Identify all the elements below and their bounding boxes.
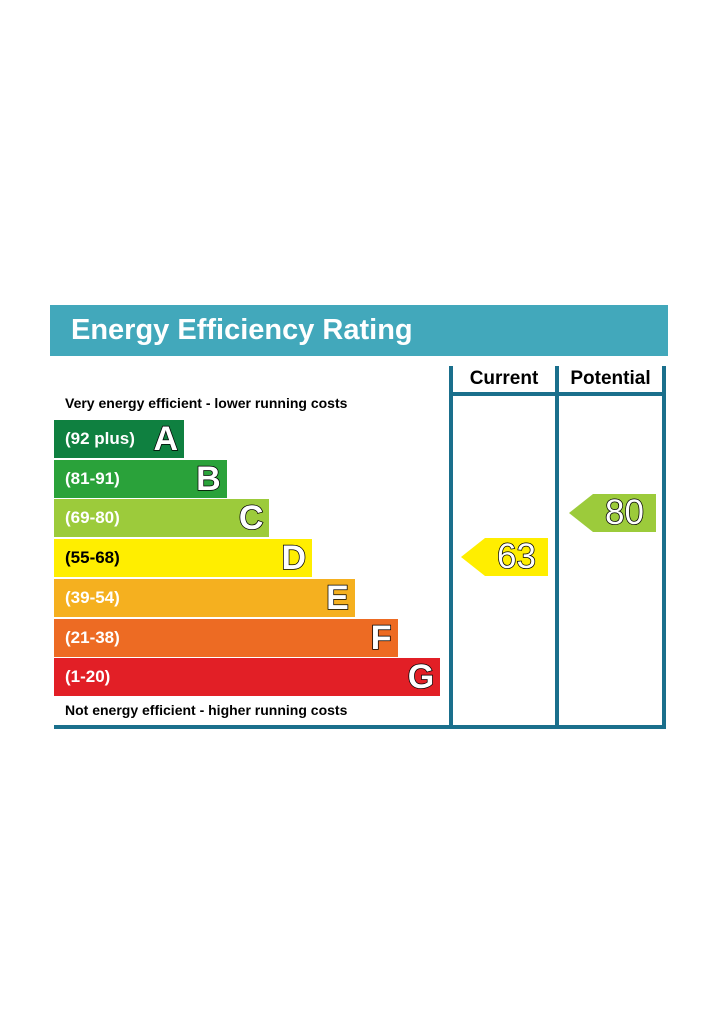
rating-band-f: (21-38) F	[54, 618, 398, 658]
rating-band-c: (69-80) C	[54, 499, 270, 539]
rating-band-d: (55-68) D	[54, 538, 313, 578]
frame-line	[54, 725, 666, 729]
arrow-shape	[569, 494, 656, 533]
rating-band-g: (1-20) G	[54, 657, 441, 697]
rating-band-a: (92 plus) A	[54, 419, 184, 459]
band-range-label: (39-54)	[65, 587, 120, 607]
frame-line	[662, 366, 666, 729]
band-letter: G	[407, 657, 435, 697]
band-letter: A	[153, 419, 179, 459]
band-range-label: (69-80)	[65, 508, 120, 528]
band-range-label: (55-68)	[65, 548, 120, 568]
arrow-shape	[461, 537, 548, 576]
frame-line	[555, 366, 559, 729]
top-caption: Very energy efficient - lower running co…	[65, 395, 348, 411]
band-range-label: (92 plus)	[65, 429, 135, 448]
potential-rating-arrow: 80	[569, 493, 656, 533]
band-range-label: (81-91)	[65, 468, 120, 488]
rating-band-b: (81-91) B	[54, 459, 227, 499]
arrow-polygon	[569, 494, 656, 533]
current-rating-arrow: 63	[461, 536, 548, 577]
band-range-label: (1-20)	[65, 667, 111, 687]
bottom-caption: Not energy efficient - higher running co…	[65, 702, 348, 718]
column-header-potential: Potential	[570, 368, 651, 389]
rating-band-e: (39-54) E	[54, 578, 355, 618]
chart-title: Energy Efficiency Rating	[50, 305, 668, 356]
band-letter: C	[238, 499, 264, 539]
band-letter: B	[195, 459, 221, 499]
column-header-current: Current	[469, 368, 539, 389]
arrow-polygon	[461, 537, 548, 576]
band-letter: E	[325, 578, 349, 618]
band-letter: F	[370, 618, 392, 658]
frame-line	[449, 366, 453, 729]
band-letter: D	[281, 538, 307, 578]
frame-line	[449, 392, 666, 396]
current-rating-value: 63	[496, 536, 536, 577]
band-range-label: (21-38)	[65, 627, 120, 647]
potential-rating-value: 80	[604, 493, 644, 533]
